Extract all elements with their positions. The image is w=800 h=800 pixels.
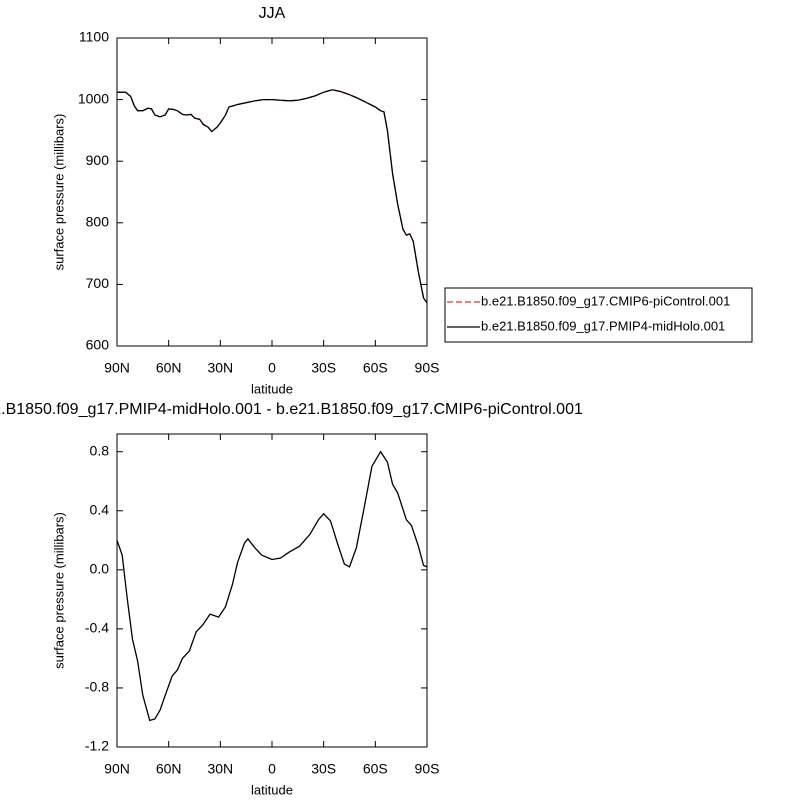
y-tick-label: -0.4 [85, 620, 109, 636]
y-tick-label: -0.8 [85, 679, 109, 695]
x-tick-label: 0 [268, 360, 276, 376]
x-tick-label: 60N [156, 360, 182, 376]
y-tick-label: 1100 [79, 29, 109, 45]
x-tick-label: 90S [415, 360, 440, 376]
y-tick-label: -1.2 [85, 738, 109, 754]
x-tick-label: 30N [207, 360, 233, 376]
legend-label: b.e21.B1850.f09_g17.PMIP4-midHolo.001 [481, 318, 725, 333]
y-tick-label: 0.0 [90, 561, 110, 577]
y-tick-label: 800 [86, 214, 110, 230]
x-tick-label: 90N [104, 761, 130, 777]
chart-title: JJA [259, 5, 286, 22]
x-tick-label: 60S [363, 761, 388, 777]
line-series [116, 450, 428, 722]
chart-title: b.e21.B1850.f09_g17.PMIP4-midHolo.001 - … [0, 401, 583, 418]
x-tick-label: 30N [207, 761, 233, 777]
y-tick-label: 0.4 [90, 501, 110, 517]
legend-box [444, 287, 753, 343]
line-series [117, 89, 428, 304]
x-tick-label: 90N [104, 360, 130, 376]
plot-frame [116, 37, 428, 347]
y-axis-label: surface pressure (millibars) [51, 114, 66, 271]
legend-label: b.e21.B1850.f09_g17.CMIP6-piControl.001 [481, 293, 730, 308]
line-series [117, 89, 428, 304]
x-tick-label: 60N [156, 761, 182, 777]
y-axis-label: surface pressure (millibars) [51, 512, 66, 669]
x-tick-label: 90S [415, 761, 440, 777]
y-tick-label: 1000 [78, 90, 109, 106]
y-tick-label: 600 [86, 337, 110, 353]
y-tick-label: 900 [86, 152, 110, 168]
y-tick-label: 700 [86, 275, 110, 291]
x-axis-label: latitude [251, 381, 293, 396]
x-axis-label: latitude [251, 782, 293, 797]
y-tick-label: 0.8 [90, 442, 110, 458]
x-tick-label: 30S [311, 360, 336, 376]
x-tick-label: 0 [268, 761, 276, 777]
x-tick-label: 30S [311, 761, 336, 777]
x-tick-label: 60S [363, 360, 388, 376]
